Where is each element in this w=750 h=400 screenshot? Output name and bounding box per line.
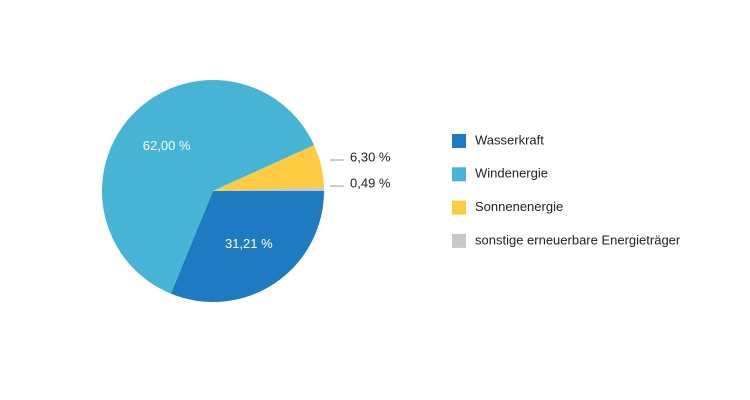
pie-slice (213, 145, 324, 191)
legend-label: sonstige erneuerbare Energieträger (475, 232, 681, 247)
pie-slice (170, 191, 324, 302)
slice-label: 31,21 % (225, 236, 273, 251)
legend-swatch (452, 134, 466, 148)
legend-swatch (452, 233, 466, 248)
legend-label: Wasserkraft (475, 132, 544, 147)
slice-label: 6,30 % (350, 149, 391, 164)
legend-label: Windenergie (475, 166, 548, 181)
pie-slice (213, 187, 324, 191)
pie-slice (101, 80, 315, 294)
legend-swatch (452, 167, 466, 182)
legend-swatch (452, 200, 466, 215)
legend-label: Sonnenenergie (475, 199, 563, 214)
slice-label: 62,00 % (143, 138, 191, 153)
slice-label: 0,49 % (350, 175, 391, 190)
